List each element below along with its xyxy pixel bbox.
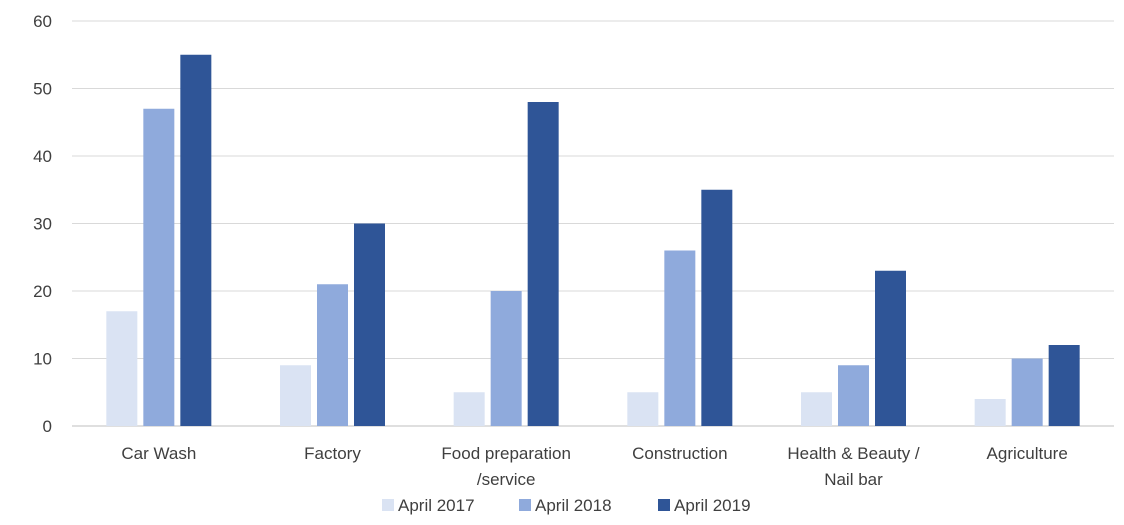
bar-april-2018: [838, 365, 869, 426]
x-tick-label: Health & Beauty /: [787, 444, 920, 463]
bar-april-2019: [701, 189, 733, 426]
bar-april-2018: [143, 108, 175, 426]
bar-april-2019: [875, 270, 906, 426]
bars: [106, 54, 1080, 426]
x-tick-label: Agriculture: [987, 444, 1068, 463]
x-tick-label: Car Wash: [121, 444, 196, 463]
bar-april-2018: [490, 291, 522, 426]
legend-label: April 2017: [398, 496, 475, 515]
bar-april-2018: [1011, 358, 1043, 426]
bar-april-2019: [180, 54, 212, 426]
legend-swatch: [519, 499, 531, 511]
x-tick-label: Factory: [304, 444, 361, 463]
x-axis: Car Wash Factory Food preparation/service C…: [121, 444, 1067, 489]
bar-april-2019: [354, 223, 385, 426]
x-tick-label: Construction: [632, 444, 727, 463]
x-tick-label: Food preparation: [441, 444, 570, 463]
legend: April 2017 April 2018 April 2019: [382, 496, 751, 515]
legend-label: April 2019: [674, 496, 751, 515]
y-tick-label: 60: [33, 12, 52, 31]
x-tick-label: Nail bar: [824, 470, 883, 489]
bar-april-2018: [317, 284, 348, 426]
bar-april-2017: [106, 311, 138, 426]
legend-swatch: [382, 499, 394, 511]
y-tick-label: 10: [33, 350, 52, 369]
bar-april-2017: [974, 399, 1006, 426]
y-tick-label: 50: [33, 80, 52, 99]
gridlines: [72, 20, 1114, 427]
y-tick-label: 20: [33, 282, 52, 301]
legend-swatch: [658, 499, 670, 511]
y-tick-label: 40: [33, 147, 52, 166]
y-tick-label: 30: [33, 215, 52, 234]
x-tick-label: /service: [477, 470, 536, 489]
y-tick-label: 0: [43, 417, 52, 436]
bar-april-2017: [453, 392, 485, 426]
bar-april-2017: [280, 365, 311, 426]
bar-april-2019: [527, 102, 559, 426]
bar-april-2018: [664, 250, 696, 426]
bar-april-2017: [801, 392, 832, 426]
y-axis: 0 10 20 30 40 50 60: [33, 12, 52, 436]
legend-label: April 2018: [535, 496, 612, 515]
bar-april-2019: [1048, 345, 1080, 426]
bar-april-2017: [627, 392, 659, 426]
